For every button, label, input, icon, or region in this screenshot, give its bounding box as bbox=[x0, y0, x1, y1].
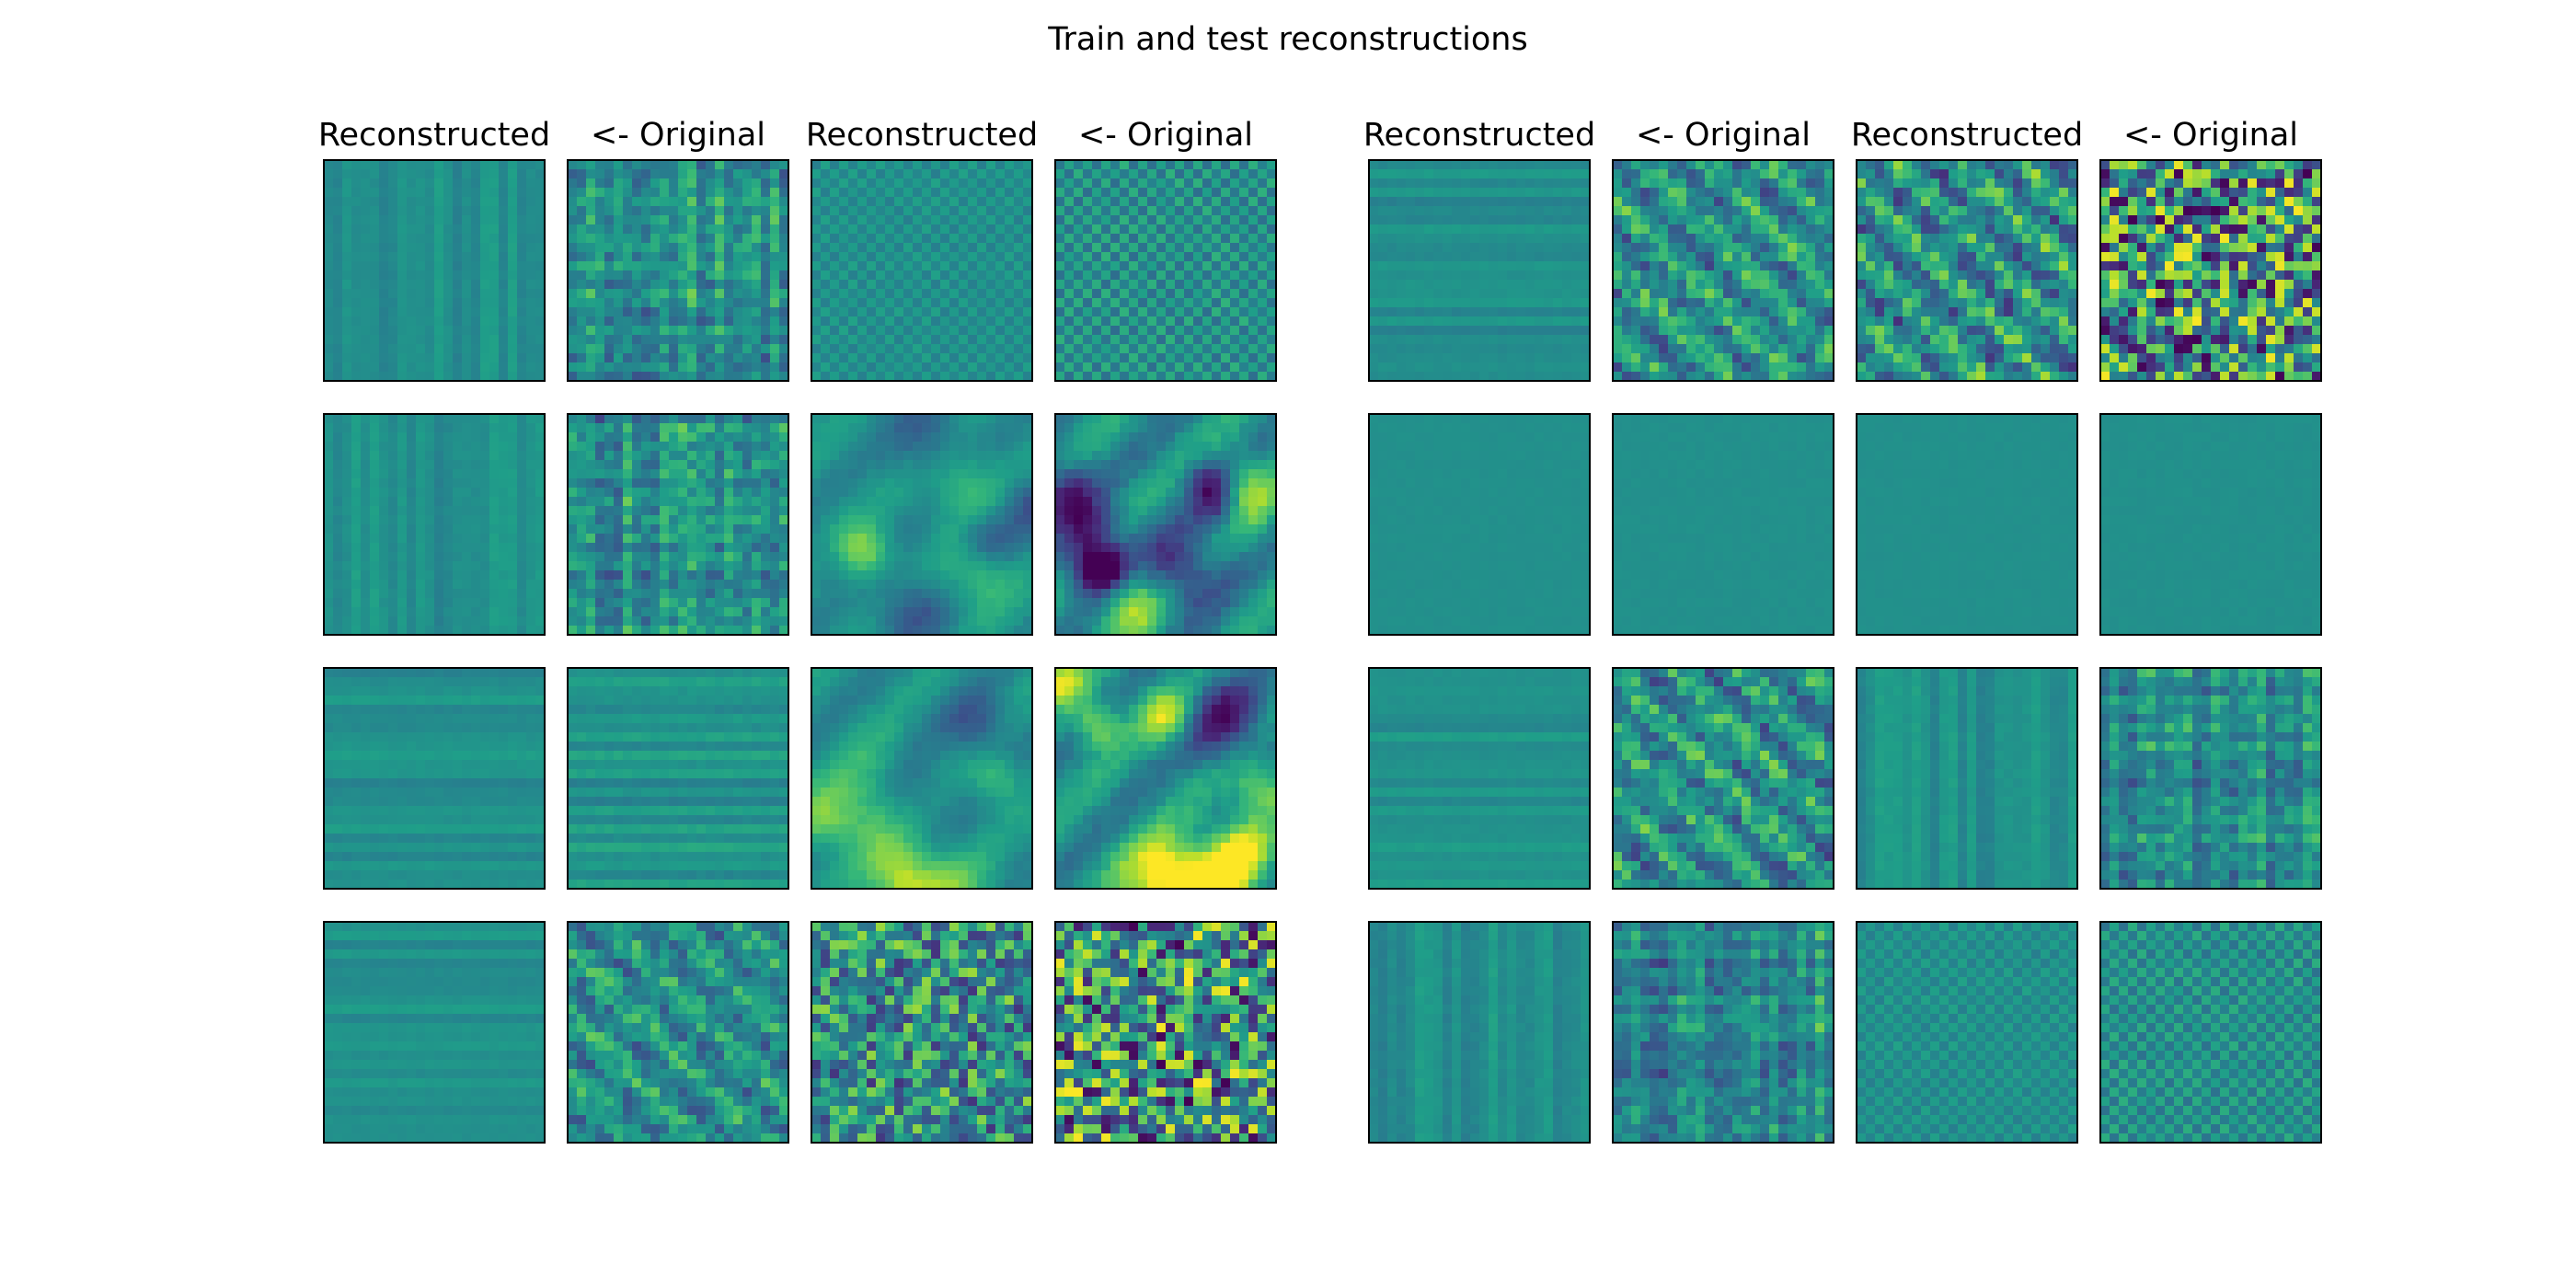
image-frame bbox=[811, 667, 1033, 890]
image-cell bbox=[1054, 413, 1277, 636]
image-frame bbox=[1368, 413, 1591, 636]
image-cell bbox=[1856, 921, 2078, 1144]
image-frame bbox=[567, 159, 789, 382]
image-cell bbox=[811, 413, 1033, 636]
image-cell bbox=[1856, 413, 2078, 636]
image-frame bbox=[811, 159, 1033, 382]
image-frame bbox=[1856, 667, 2078, 890]
image-frame bbox=[1856, 413, 2078, 636]
image-cell bbox=[323, 921, 546, 1144]
image-frame bbox=[323, 921, 546, 1144]
image-frame bbox=[1612, 413, 1834, 636]
image-frame bbox=[1856, 159, 2078, 382]
image-frame bbox=[567, 413, 789, 636]
image-cell bbox=[1612, 921, 1834, 1144]
image-frame bbox=[811, 413, 1033, 636]
image-frame bbox=[2099, 413, 2322, 636]
column-title: Reconstructed bbox=[1363, 117, 1595, 154]
image-frame bbox=[2099, 667, 2322, 890]
image-frame bbox=[1054, 413, 1277, 636]
image-grid: Reconstructed <- Original Reconstructed <- … bbox=[318, 117, 2322, 1144]
image-cell bbox=[2099, 413, 2322, 636]
image-cell: Reconstructed bbox=[318, 117, 550, 382]
image-frame bbox=[1612, 667, 1834, 890]
column-title: <- Original bbox=[2123, 117, 2298, 154]
image-cell: Reconstructed bbox=[1363, 117, 1595, 382]
image-cell bbox=[1054, 921, 1277, 1144]
column-title: <- Original bbox=[1636, 117, 1811, 154]
image-frame bbox=[567, 921, 789, 1144]
image-cell bbox=[2099, 921, 2322, 1144]
test-panel: Reconstructed <- Original Reconstructed <- … bbox=[1363, 117, 2322, 1144]
image-cell bbox=[1612, 667, 1834, 890]
image-cell bbox=[1612, 413, 1834, 636]
image-cell bbox=[567, 413, 789, 636]
image-cell bbox=[1856, 667, 2078, 890]
image-cell: Reconstructed bbox=[806, 117, 1038, 382]
column-title: <- Original bbox=[1078, 117, 1253, 154]
image-cell: <- Original bbox=[1054, 117, 1277, 382]
image-frame bbox=[1054, 667, 1277, 890]
image-cell: <- Original bbox=[1612, 117, 1834, 382]
column-title: Reconstructed bbox=[806, 117, 1038, 154]
image-frame bbox=[1054, 921, 1277, 1144]
image-frame bbox=[1856, 921, 2078, 1144]
image-cell: <- Original bbox=[567, 117, 789, 382]
image-frame bbox=[1368, 159, 1591, 382]
image-cell bbox=[811, 667, 1033, 890]
image-cell bbox=[811, 921, 1033, 1144]
image-cell: <- Original bbox=[2099, 117, 2322, 382]
image-cell bbox=[1054, 667, 1277, 890]
image-cell bbox=[323, 667, 546, 890]
image-frame bbox=[323, 159, 546, 382]
column-title: <- Original bbox=[591, 117, 765, 154]
image-frame bbox=[1368, 921, 1591, 1144]
image-frame bbox=[2099, 159, 2322, 382]
image-frame bbox=[323, 667, 546, 890]
image-cell bbox=[2099, 667, 2322, 890]
image-cell bbox=[1368, 667, 1591, 890]
image-frame bbox=[1368, 667, 1591, 890]
image-cell bbox=[1368, 921, 1591, 1144]
image-frame bbox=[1612, 921, 1834, 1144]
train-panel: Reconstructed <- Original Reconstructed <- … bbox=[318, 117, 1277, 1144]
image-cell: Reconstructed bbox=[1851, 117, 2083, 382]
image-frame bbox=[1612, 159, 1834, 382]
figure-title: Train and test reconstructions bbox=[1047, 21, 1527, 58]
image-frame bbox=[2099, 921, 2322, 1144]
image-frame bbox=[567, 667, 789, 890]
column-title: Reconstructed bbox=[1851, 117, 2083, 154]
image-cell bbox=[323, 413, 546, 636]
image-cell bbox=[567, 667, 789, 890]
image-cell bbox=[567, 921, 789, 1144]
image-frame bbox=[1054, 159, 1277, 382]
column-title: Reconstructed bbox=[318, 117, 550, 154]
image-cell bbox=[1368, 413, 1591, 636]
image-frame bbox=[811, 921, 1033, 1144]
image-frame bbox=[323, 413, 546, 636]
